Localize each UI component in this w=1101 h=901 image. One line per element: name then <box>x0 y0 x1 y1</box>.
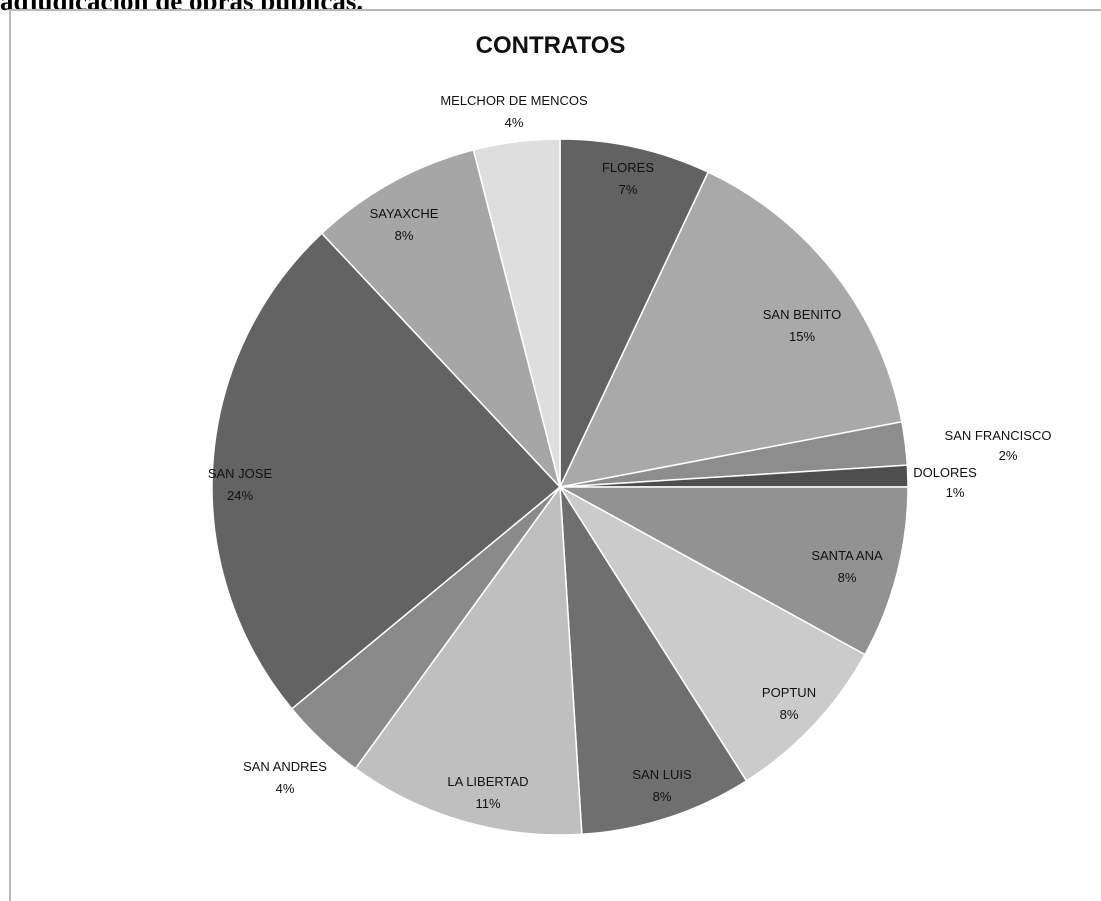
slice-pct-sayaxche: 8% <box>395 228 414 243</box>
pie-slice-sayaxche <box>320 149 561 488</box>
chart-title: CONTRATOS <box>475 32 626 59</box>
slice-label-dolores: DOLORES <box>913 465 977 480</box>
slice-label-san-benito: SAN BENITO <box>763 307 842 322</box>
slice-label-san-andres: SAN ANDRES <box>243 759 327 774</box>
slice-label-melchor-de-mencos: MELCHOR DE MENCOS <box>440 93 588 108</box>
pie-slice-flores <box>559 138 710 488</box>
pie-slice-melchor-de-mencos <box>472 138 561 488</box>
slice-pct-melchor-de-mencos: 4% <box>505 115 524 130</box>
slice-label-flores: FLORES <box>602 160 654 175</box>
slice-pct-san-jose: 24% <box>227 488 253 503</box>
slice-pct-san-benito: 15% <box>789 329 815 344</box>
slice-pct-san-andres: 4% <box>276 781 295 796</box>
slice-pct-san-luis: 8% <box>653 789 672 804</box>
slice-pct-dolores: 1% <box>946 485 965 500</box>
pie-slice-la-libertad <box>354 484 583 836</box>
slice-label-poptun: POPTUN <box>762 685 816 700</box>
slice-pct-santa-ana: 8% <box>838 570 857 585</box>
slice-label-la-libertad: LA LIBERTAD <box>447 774 528 789</box>
pie-slice-santa-ana <box>559 486 909 656</box>
pie-slice-san-jose <box>211 232 562 710</box>
slice-pct-la-libertad: 11% <box>475 796 500 811</box>
slice-label-san-francisco: SAN FRANCISCO <box>945 428 1052 443</box>
slice-label-santa-ana: SANTA ANA <box>811 548 883 563</box>
slice-label-sayaxche: SAYAXCHE <box>370 206 439 221</box>
slice-label-san-jose: SAN JOSE <box>208 466 273 481</box>
slice-pct-flores: 7% <box>619 182 638 197</box>
slice-pct-san-francisco: 2% <box>999 448 1018 463</box>
slice-label-san-luis: SAN LUIS <box>632 767 692 782</box>
pie-slice-san-luis <box>559 486 748 836</box>
pie-slice-poptun <box>559 486 866 782</box>
slice-pct-poptun: 8% <box>780 707 799 722</box>
pie-slice-san-benito <box>558 171 903 489</box>
